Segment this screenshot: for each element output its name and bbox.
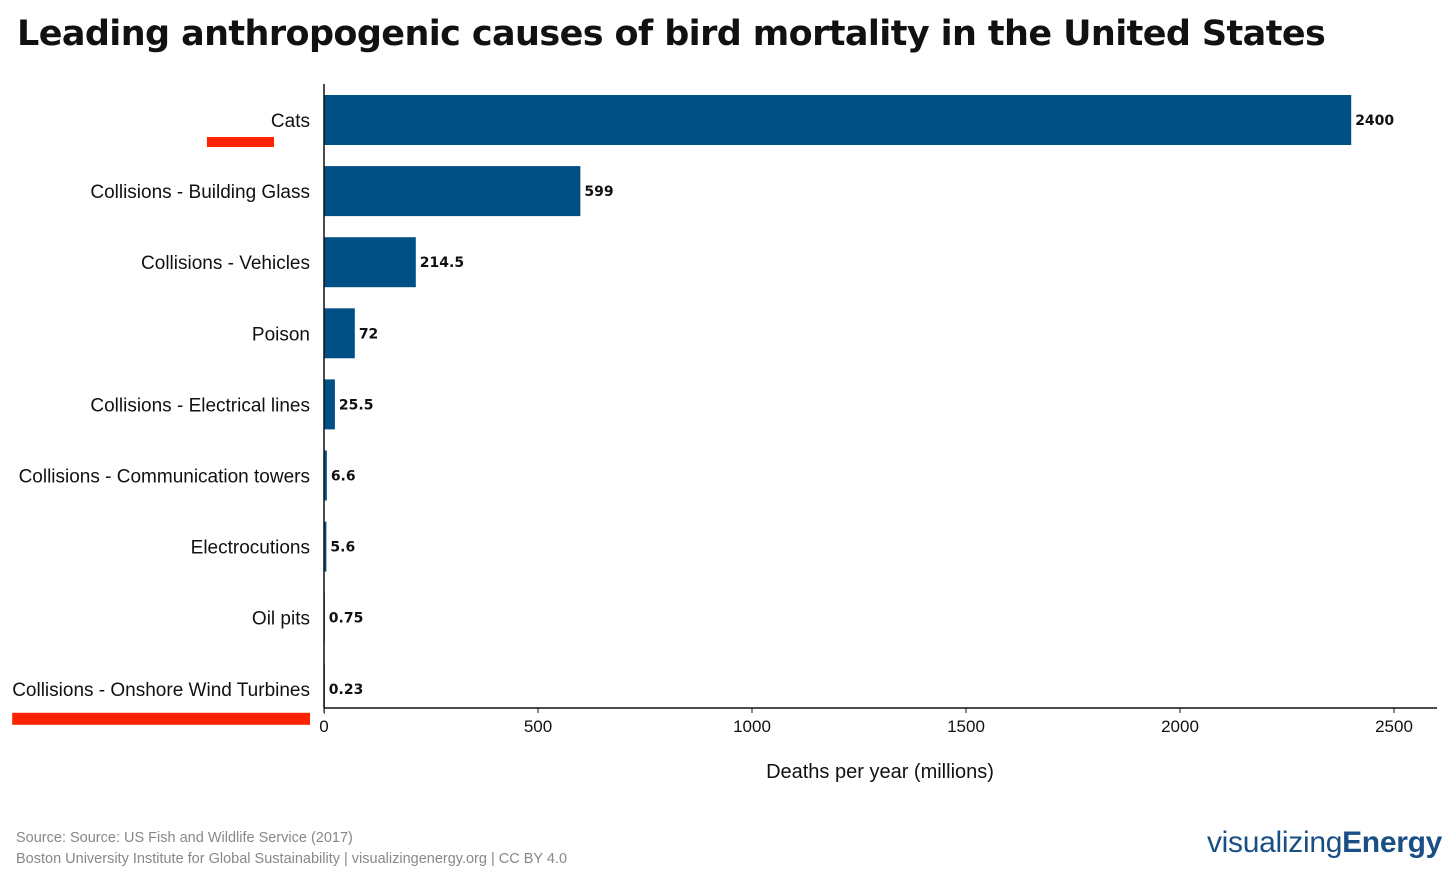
value-label: 214.5 <box>420 255 464 271</box>
brand-logo-light: visualizing <box>1206 826 1343 859</box>
value-label: 0.75 <box>329 611 364 627</box>
x-tick-label: 1500 <box>947 717 985 736</box>
category-label: Cats <box>271 111 310 132</box>
bar-collisions-electrical-lines <box>324 379 335 430</box>
value-label: 72 <box>359 326 378 342</box>
value-label: 25.5 <box>339 397 374 413</box>
category-labels: Cats Collisions - Building Glass Collision… <box>12 111 310 701</box>
value-label: 599 <box>584 184 613 200</box>
x-tick-label: 0 <box>319 717 328 736</box>
bars <box>324 95 1352 714</box>
highlight-underline <box>206 137 274 147</box>
category-label: Oil pits <box>252 609 310 630</box>
bar-collisions-communication-towers <box>324 450 327 501</box>
bar-electrocutions <box>324 521 327 572</box>
highlight-underlines <box>12 137 310 725</box>
bar-cats <box>324 95 1352 145</box>
x-tick-label: 2500 <box>1375 717 1413 736</box>
x-axis-title: Deaths per year (millions) <box>766 761 994 783</box>
category-label: Collisions - Building Glass <box>90 182 310 203</box>
x-tick-label: 2000 <box>1161 717 1199 736</box>
bar-poison <box>324 308 355 359</box>
category-label: Collisions - Vehicles <box>141 253 310 274</box>
chart-title: Leading anthropogenic causes of bird mor… <box>17 14 1326 54</box>
x-axis-ticks: 0 500 1000 1500 2000 2500 <box>319 708 1413 736</box>
value-labels: 2400 599 214.5 72 25.5 6.6 5.6 0.75 0.23 <box>329 113 1395 698</box>
x-tick-label: 1000 <box>733 717 771 736</box>
value-label: 2400 <box>1355 113 1394 129</box>
value-label: 5.6 <box>330 540 355 556</box>
bar-collisions-building-glass <box>324 166 581 217</box>
category-label: Collisions - Communication towers <box>19 467 310 488</box>
footer-source: Source: Source: US Fish and Wildlife Ser… <box>16 830 353 846</box>
highlight-underline <box>12 712 310 725</box>
value-label: 6.6 <box>331 469 356 485</box>
brand-logo: visualizingEnergy <box>1207 826 1442 860</box>
brand-logo-bold: Energy <box>1342 826 1442 859</box>
footer-credit: Boston University Institute for Global S… <box>16 851 568 867</box>
category-label: Electrocutions <box>191 538 310 559</box>
category-label: Collisions - Onshore Wind Turbines <box>12 680 310 701</box>
x-tick-label: 500 <box>524 717 552 736</box>
category-label: Collisions - Electrical lines <box>90 395 310 416</box>
value-label: 0.23 <box>329 682 364 698</box>
axes <box>323 84 1437 709</box>
bar-collisions-vehicles <box>324 237 416 288</box>
category-label: Poison <box>252 324 310 345</box>
